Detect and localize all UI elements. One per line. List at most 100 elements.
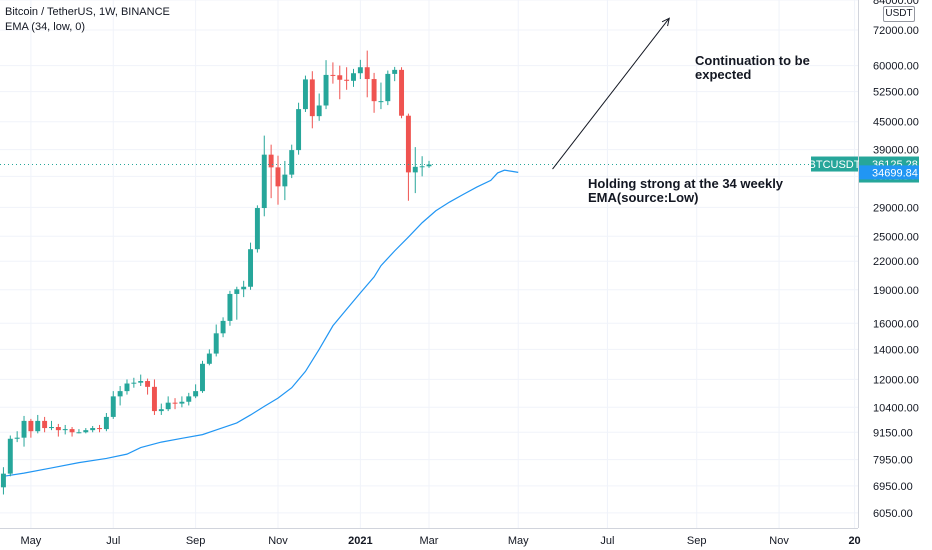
- candle-down: [145, 381, 151, 387]
- candle-down: [275, 167, 281, 187]
- candle-up: [282, 174, 288, 187]
- candle-up: [83, 430, 89, 433]
- candle-up: [302, 79, 308, 110]
- ema-value-tag: 34699.84: [872, 167, 918, 179]
- candle-up: [138, 381, 144, 383]
- y-tick-label: 12000.00: [873, 374, 919, 386]
- candle-up: [248, 249, 254, 287]
- currency-unit-label[interactable]: USDT: [883, 6, 915, 22]
- y-tick-label: 60000.00: [873, 61, 919, 73]
- x-tick-label: 20: [848, 535, 860, 547]
- candle-down: [371, 79, 377, 102]
- candle-up: [213, 333, 219, 354]
- candle-down: [55, 427, 61, 431]
- candle-down: [42, 420, 48, 429]
- candle-up: [49, 427, 54, 429]
- candle-up: [289, 150, 295, 175]
- candle-up: [296, 109, 302, 151]
- trend-arrow-head: [661, 17, 670, 27]
- candle-up: [351, 73, 356, 81]
- ema-indicator-label[interactable]: EMA (34, low, 0): [5, 21, 86, 33]
- candle-down: [172, 402, 178, 404]
- y-tick-label: 10400.00: [873, 402, 919, 414]
- candle-up: [261, 154, 267, 209]
- x-tick-label: Sep: [687, 535, 707, 547]
- candle-up: [412, 166, 418, 173]
- x-tick-label: Nov: [769, 535, 789, 547]
- y-tick-label: 45000.00: [873, 117, 919, 129]
- chart-title[interactable]: Bitcoin / TetherUS, 1W, BINANCE: [5, 6, 170, 18]
- candle-up: [117, 391, 123, 397]
- y-tick-label: 9150.00: [873, 427, 913, 439]
- candle-down: [405, 115, 411, 173]
- candle-up: [357, 67, 363, 74]
- candle-up: [103, 416, 109, 430]
- y-tick-label: 19000.00: [873, 285, 919, 297]
- candle-up: [193, 391, 199, 397]
- candle-up: [165, 402, 171, 410]
- candle-up: [323, 74, 329, 106]
- candle-up: [110, 396, 116, 417]
- symbol-tag-bg: [811, 156, 858, 172]
- candle-up: [385, 73, 391, 102]
- candle-up: [35, 420, 41, 432]
- candle-down: [337, 75, 343, 80]
- candle-up: [131, 382, 137, 384]
- candle-up: [158, 409, 164, 412]
- candle-up: [90, 428, 96, 431]
- candle-up: [186, 396, 192, 402]
- candle-up: [62, 429, 68, 431]
- x-tick-label: Jul: [106, 535, 120, 547]
- y-tick-label: 39000.00: [873, 145, 919, 157]
- x-tick-label: Mar: [420, 535, 439, 547]
- y-tick-label: 25000.00: [873, 231, 919, 243]
- y-tick-label: 6950.00: [873, 481, 913, 493]
- candle-up: [227, 293, 233, 321]
- candle-up: [254, 208, 260, 250]
- candle-down: [69, 429, 75, 433]
- candle-down: [28, 420, 34, 432]
- candle-up: [234, 289, 240, 294]
- x-tick-label: Jul: [600, 535, 614, 547]
- candle-up: [7, 438, 13, 474]
- y-tick-label: 84000.00: [873, 0, 919, 7]
- candle-down: [364, 67, 370, 80]
- x-tick-label: 2021: [348, 535, 372, 547]
- ema-line: [3, 169, 519, 477]
- x-tick-label: Sep: [186, 535, 206, 547]
- y-tick-label: 29000.00: [873, 202, 919, 214]
- candle-up: [392, 69, 398, 74]
- candle-down: [344, 79, 350, 81]
- y-tick-label: 16000.00: [873, 318, 919, 330]
- annotation-holding: Holding strong at the 34 weekly EMA(sour…: [588, 176, 784, 205]
- candle-up: [426, 164, 432, 167]
- annotation-continuation: Continuation to be expected: [695, 53, 810, 82]
- candle-up: [14, 437, 20, 439]
- candle-down: [97, 428, 102, 430]
- candle-up: [316, 105, 322, 117]
- y-tick-label: 14000.00: [873, 344, 919, 356]
- y-tick-label: 7950.00: [873, 455, 913, 467]
- candle-up: [419, 166, 425, 168]
- candle-down: [268, 154, 274, 168]
- candle-up: [206, 353, 212, 364]
- trend-arrow-line: [552, 17, 670, 170]
- ema-value-tag-bg: [859, 165, 919, 180]
- y-tick-label: 72000.00: [873, 25, 919, 37]
- candle-up: [220, 320, 226, 334]
- y-tick-label: 6050.00: [873, 508, 913, 520]
- candle-up: [0, 473, 6, 488]
- candle-up: [241, 286, 247, 290]
- x-tick-label: May: [508, 535, 529, 547]
- candle-down: [151, 386, 157, 412]
- x-tick-label: Nov: [268, 535, 288, 547]
- candle-up: [378, 101, 384, 103]
- candle-up: [21, 420, 27, 438]
- candle-down: [399, 69, 405, 116]
- y-tick-label: 52500.00: [873, 87, 919, 99]
- candle-down: [309, 79, 315, 117]
- candle-up: [124, 383, 130, 392]
- symbol-tag: BTCUSDT: [809, 159, 861, 171]
